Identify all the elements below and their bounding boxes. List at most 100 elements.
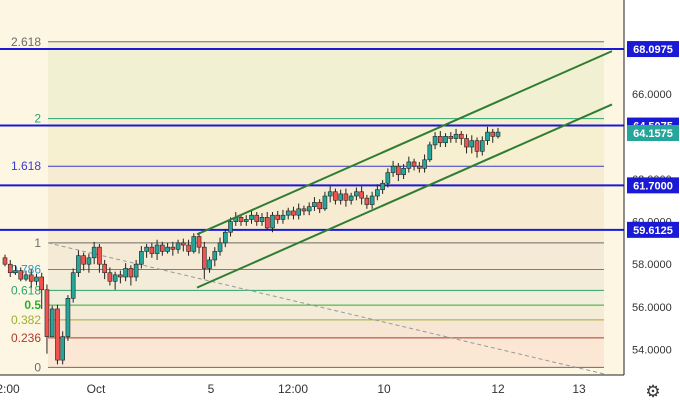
candle-body (417, 165, 422, 169)
fib-band (48, 41, 604, 119)
candle-body (490, 131, 496, 137)
candle-body (359, 191, 364, 199)
candle-body (317, 202, 322, 210)
fib-band (48, 269, 604, 291)
fib-label: 1.618 (11, 159, 41, 173)
candle-body (495, 131, 501, 137)
candle-body (338, 193, 343, 201)
fib-label: 0 (34, 360, 41, 374)
candle-body (458, 133, 464, 139)
fib-band (48, 319, 604, 338)
candle-body (97, 246, 102, 265)
x-tick-label: 5 (208, 382, 215, 396)
candle-body (128, 268, 134, 278)
candle-body (34, 276, 39, 282)
candle-body (86, 257, 92, 265)
candle-body (390, 165, 396, 173)
candle-body (427, 144, 433, 161)
candle-body (175, 242, 181, 250)
channel-lower-line (196, 103, 613, 289)
candle-body (76, 255, 81, 274)
price-tag-label: 61.7000 (633, 180, 673, 192)
candle-body (91, 246, 97, 259)
candle-body (469, 140, 475, 148)
x-tick-label: 2:00 (0, 382, 20, 396)
y-axis-panel (624, 0, 680, 404)
candle-body (453, 133, 459, 139)
candle-body (81, 255, 86, 265)
candle-body (18, 270, 24, 280)
channel-upper-line (196, 50, 613, 236)
candle-body (149, 246, 155, 254)
candle-body (118, 274, 123, 278)
candle-body (65, 297, 71, 337)
candle-body (327, 191, 333, 197)
fib-band (48, 118, 604, 167)
candle-body (228, 221, 233, 233)
candle-body (55, 308, 60, 361)
candle-body (479, 140, 485, 152)
candle-body (275, 214, 281, 220)
candle-body (411, 161, 417, 167)
gear-icon[interactable]: ⚙ (645, 382, 661, 401)
candle-body (333, 191, 338, 201)
candle-body (107, 272, 113, 282)
candle-body (312, 202, 317, 207)
candle-body (144, 246, 149, 252)
candle-body (44, 289, 50, 337)
candle-body (133, 263, 139, 278)
candle-body (102, 263, 107, 274)
candle-body (464, 138, 469, 148)
candle-body (364, 197, 370, 205)
candle-body (474, 140, 480, 152)
candle-body (291, 210, 296, 216)
fib-levels (48, 41, 604, 368)
x-axis-labels: 2:00 Oct 5 12:00 10 12 13 (0, 382, 586, 396)
fib-label: 0.382 (11, 313, 41, 327)
candle-body (422, 159, 427, 169)
fib-band (48, 242, 604, 270)
y-tick-label: 58.0000 (632, 259, 672, 271)
trend-line (47, 242, 605, 375)
candle-body (343, 193, 349, 201)
x-tick-label: Oct (87, 382, 106, 396)
fib-band (48, 290, 604, 306)
candle-body (238, 217, 244, 222)
horizontal-price-lines (0, 48, 624, 231)
candle-body (485, 131, 490, 141)
candle-body (249, 214, 254, 220)
candle-body (23, 274, 29, 280)
candle-body (201, 246, 207, 269)
x-tick-label: 12:00 (278, 382, 308, 396)
trend-channel (196, 50, 613, 289)
y-tick-label: 56.0000 (632, 302, 672, 314)
candle-body (406, 161, 412, 169)
fib-label: 0.236 (11, 331, 41, 345)
candle-body (191, 236, 197, 252)
candle-body (181, 242, 186, 246)
candle-body (396, 165, 401, 176)
y-tick-label: 54.0000 (632, 344, 672, 356)
candle-body (28, 274, 34, 282)
candle-body (432, 136, 438, 146)
candle-body (160, 244, 165, 252)
candle-body (259, 217, 265, 222)
x-tick-label: 13 (572, 382, 586, 396)
candle-body (165, 246, 170, 252)
dashed-trend-line (47, 242, 605, 375)
candle-body (70, 272, 76, 299)
candle-body (49, 308, 55, 337)
price-tag-box (627, 221, 679, 238)
candle-body (280, 214, 286, 220)
candle-body (401, 168, 406, 176)
candle-body (438, 136, 443, 144)
fib-band (48, 305, 604, 320)
price-tag-box (627, 41, 679, 58)
candle-body (385, 172, 391, 184)
candle-body (285, 210, 291, 216)
fib-label: 0.618 (11, 283, 41, 297)
fib-label: 1 (34, 236, 41, 250)
